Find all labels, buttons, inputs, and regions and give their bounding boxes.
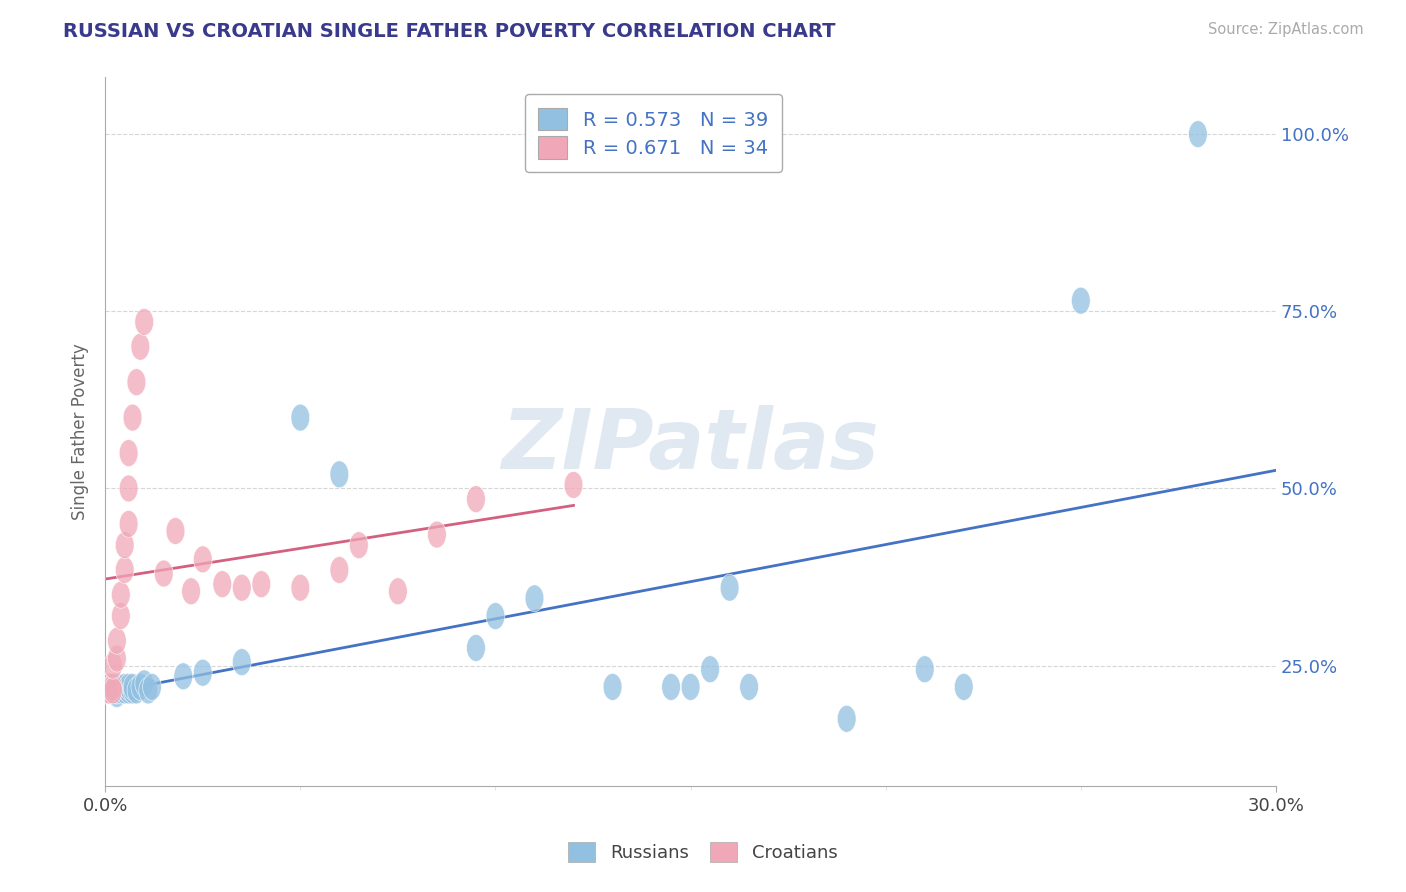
Ellipse shape	[181, 578, 201, 605]
Ellipse shape	[139, 677, 157, 704]
Ellipse shape	[388, 578, 408, 605]
Ellipse shape	[662, 673, 681, 700]
Text: Source: ZipAtlas.com: Source: ZipAtlas.com	[1208, 22, 1364, 37]
Ellipse shape	[603, 673, 621, 700]
Ellipse shape	[564, 472, 583, 499]
Ellipse shape	[100, 677, 118, 704]
Ellipse shape	[111, 582, 131, 608]
Ellipse shape	[682, 673, 700, 700]
Ellipse shape	[120, 440, 138, 467]
Ellipse shape	[955, 673, 973, 700]
Ellipse shape	[107, 627, 127, 655]
Ellipse shape	[330, 557, 349, 583]
Ellipse shape	[115, 673, 134, 700]
Ellipse shape	[115, 677, 134, 704]
Ellipse shape	[291, 404, 309, 431]
Ellipse shape	[107, 677, 127, 704]
Ellipse shape	[252, 571, 271, 598]
Ellipse shape	[100, 677, 118, 704]
Ellipse shape	[100, 677, 118, 704]
Ellipse shape	[111, 677, 131, 704]
Ellipse shape	[330, 461, 349, 488]
Ellipse shape	[232, 574, 252, 601]
Ellipse shape	[194, 659, 212, 686]
Ellipse shape	[115, 557, 134, 583]
Ellipse shape	[96, 677, 114, 704]
Ellipse shape	[838, 706, 856, 732]
Ellipse shape	[104, 677, 122, 704]
Ellipse shape	[111, 603, 131, 630]
Ellipse shape	[915, 656, 934, 682]
Legend: R = 0.573   N = 39, R = 0.671   N = 34: R = 0.573 N = 39, R = 0.671 N = 34	[524, 95, 782, 172]
Y-axis label: Single Father Poverty: Single Father Poverty	[72, 343, 89, 520]
Ellipse shape	[104, 677, 122, 704]
Ellipse shape	[104, 673, 122, 700]
Ellipse shape	[194, 546, 212, 573]
Ellipse shape	[100, 673, 118, 700]
Ellipse shape	[1071, 287, 1090, 314]
Ellipse shape	[131, 673, 149, 700]
Ellipse shape	[212, 571, 232, 598]
Ellipse shape	[467, 485, 485, 513]
Ellipse shape	[524, 585, 544, 612]
Ellipse shape	[120, 475, 138, 502]
Ellipse shape	[124, 673, 142, 700]
Legend: Russians, Croatians: Russians, Croatians	[561, 834, 845, 870]
Ellipse shape	[135, 670, 153, 697]
Text: ZIPatlas: ZIPatlas	[502, 406, 880, 486]
Ellipse shape	[100, 673, 118, 700]
Ellipse shape	[427, 521, 446, 548]
Ellipse shape	[120, 673, 138, 700]
Ellipse shape	[104, 673, 122, 700]
Ellipse shape	[127, 677, 146, 704]
Ellipse shape	[124, 677, 142, 704]
Ellipse shape	[124, 404, 142, 431]
Ellipse shape	[104, 652, 122, 679]
Ellipse shape	[96, 677, 114, 704]
Ellipse shape	[127, 368, 146, 396]
Ellipse shape	[486, 603, 505, 630]
Ellipse shape	[142, 673, 162, 700]
Ellipse shape	[700, 656, 720, 682]
Ellipse shape	[135, 309, 153, 335]
Text: RUSSIAN VS CROATIAN SINGLE FATHER POVERTY CORRELATION CHART: RUSSIAN VS CROATIAN SINGLE FATHER POVERT…	[63, 22, 835, 41]
Ellipse shape	[350, 532, 368, 558]
Ellipse shape	[107, 681, 127, 707]
Ellipse shape	[740, 673, 758, 700]
Ellipse shape	[107, 645, 127, 672]
Ellipse shape	[232, 648, 252, 675]
Ellipse shape	[131, 334, 149, 360]
Ellipse shape	[291, 574, 309, 601]
Ellipse shape	[720, 574, 740, 601]
Ellipse shape	[467, 634, 485, 661]
Ellipse shape	[115, 532, 134, 558]
Ellipse shape	[166, 517, 184, 544]
Ellipse shape	[120, 510, 138, 537]
Ellipse shape	[1188, 120, 1208, 147]
Ellipse shape	[120, 677, 138, 704]
Ellipse shape	[107, 673, 127, 700]
Ellipse shape	[174, 663, 193, 690]
Ellipse shape	[155, 560, 173, 587]
